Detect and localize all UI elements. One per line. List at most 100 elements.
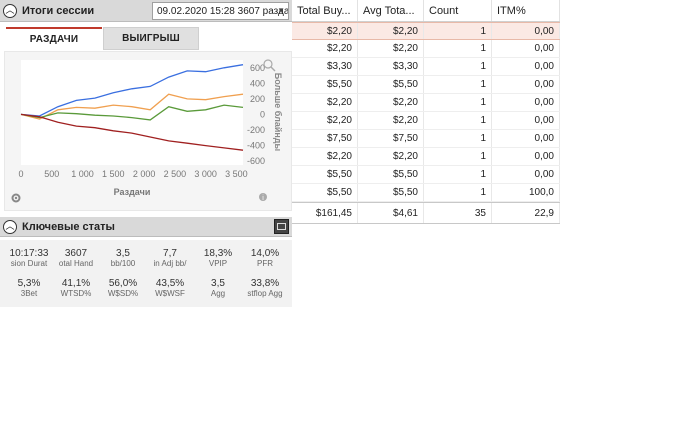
- graph-area: 0 500 1 000 1 500 2 000 2 500 3 000 3 500 600 40…: [4, 51, 292, 211]
- tab-bar: РАЗДАЧИ ВЫИГРЫШ: [0, 22, 292, 50]
- table-cell: 0,00: [492, 130, 560, 147]
- total-buyin-sum: $161,45: [292, 203, 358, 223]
- stat-value: 41,1%: [61, 278, 91, 289]
- stat-label: W$WSF: [155, 289, 185, 298]
- table-cell: 1: [424, 23, 492, 39]
- gear-icon[interactable]: [11, 193, 21, 203]
- table-cell: 0,00: [492, 58, 560, 75]
- table-cell: 1: [424, 184, 492, 201]
- stat-value: 56,0%: [108, 278, 138, 289]
- table-row[interactable]: $7,50 $7,50 1 0,00: [292, 130, 560, 148]
- stat-value: 43,5%: [155, 278, 185, 289]
- stat-label: otal Hand: [58, 259, 94, 268]
- x-tick-label: 3 000: [194, 169, 217, 179]
- stat-value: 10:17:33: [9, 248, 49, 259]
- tab-winnings[interactable]: ВЫИГРЫШ: [103, 27, 199, 50]
- stat-value: 3,5: [211, 278, 225, 289]
- stat-total-hands: 3607 otal Hand: [51, 248, 101, 268]
- key-stats-grid: 10:17:33 sion Durat 3607 otal Hand 3,5 b…: [0, 240, 292, 307]
- session-panel: ︿ Итоги сессии 09.02.2020 15:28 3607 раз…: [0, 0, 292, 307]
- chevron-up-icon[interactable]: ︿: [3, 219, 17, 234]
- y-axis-label: Больше блайнды: [273, 73, 283, 152]
- table-row[interactable]: $2,20 $2,20 1 0,00: [292, 148, 560, 166]
- table-row[interactable]: $5,50 $5,50 1 100,0: [292, 184, 560, 202]
- table-cell: $5,50: [292, 184, 358, 201]
- itm-sum: 22,9: [492, 203, 560, 223]
- table-cell: $2,20: [358, 40, 424, 57]
- table-cell: $5,50: [358, 76, 424, 93]
- info-icon[interactable]: i: [259, 193, 267, 202]
- stat-value: 3,5: [116, 248, 130, 259]
- table-row[interactable]: $3,30 $3,30 1 0,00: [292, 58, 560, 76]
- session-dropdown-value: 09.02.2020 15:28 3607 раздач): [157, 5, 289, 17]
- stat-label: sion Durat: [10, 259, 48, 268]
- tab-hands[interactable]: РАЗДАЧИ: [6, 27, 102, 50]
- table-cell: 0,00: [492, 166, 560, 183]
- x-tick-label: 3 500: [225, 169, 248, 179]
- stat-value: 5,3%: [17, 278, 41, 289]
- session-header: ︿ Итоги сессии 09.02.2020 15:28 3607 раз…: [0, 0, 292, 22]
- column-header-total-buyin[interactable]: Total Buy...: [292, 0, 358, 21]
- table-cell: 1: [424, 130, 492, 147]
- stat-3bet: 5,3% 3Bet: [4, 278, 54, 298]
- avg-total-sum: $4,61: [358, 203, 424, 223]
- table-cell: 1: [424, 76, 492, 93]
- table-cell: $7,50: [292, 130, 358, 147]
- stat-label: WTSD%: [60, 289, 92, 298]
- y-tick-label: -200: [247, 125, 265, 135]
- table-cell: $2,20: [292, 112, 358, 129]
- table-body: $2,20 $2,20 1 0,00 $2,20 $2,20 1 0,00 $3,30 $3,30…: [292, 22, 560, 202]
- stat-value: 14,0%: [250, 248, 280, 259]
- plot-area: [21, 60, 243, 165]
- stat-label: W$SD%: [107, 289, 139, 298]
- table-row[interactable]: $2,20 $2,20 1 0,00: [292, 112, 560, 130]
- column-header-itm[interactable]: ITM%: [492, 0, 560, 21]
- series-line-1: [20, 93, 244, 120]
- tournament-table: Total Buy... Avg Tota... Count ITM% $2,2…: [292, 0, 560, 224]
- table-cell: 1: [424, 94, 492, 111]
- table-cell: $2,20: [292, 94, 358, 111]
- table-row[interactable]: $5,50 $5,50 1 0,00: [292, 166, 560, 184]
- chevron-up-icon[interactable]: ︿: [3, 3, 17, 18]
- y-tick-label: 0: [260, 109, 265, 119]
- column-header-count[interactable]: Count: [424, 0, 492, 21]
- stat-label: 3Bet: [20, 289, 38, 298]
- session-title: Итоги сессии: [22, 4, 95, 17]
- table-cell: $2,20: [358, 148, 424, 165]
- stat-label: VPIP: [208, 259, 228, 268]
- table-cell: $3,30: [358, 58, 424, 75]
- stat-value: 18,3%: [203, 248, 233, 259]
- table-row[interactable]: $2,20 $2,20 1 0,00: [292, 40, 560, 58]
- stat-label: PFR: [257, 259, 273, 268]
- y-tick-label: -600: [247, 156, 265, 166]
- stat-label: Agg: [210, 289, 226, 298]
- table-header: Total Buy... Avg Tota... Count ITM%: [292, 0, 560, 22]
- table-cell: $7,50: [358, 130, 424, 147]
- chevron-down-icon: ▼: [277, 6, 285, 15]
- stat-vpip: 18,3% VPIP: [193, 248, 243, 268]
- svg-text:i: i: [262, 195, 264, 202]
- table-totals-row: $161,45 $4,61 35 22,9: [292, 202, 560, 224]
- session-dropdown[interactable]: 09.02.2020 15:28 3607 раздач) ▼: [152, 2, 289, 20]
- zoom-icon[interactable]: [263, 59, 276, 72]
- table-cell: $3,30: [292, 58, 358, 75]
- stat-postflop-agg: 33,8% stflop Agg: [240, 278, 290, 298]
- table-cell: 0,00: [492, 94, 560, 111]
- table-row[interactable]: $5,50 $5,50 1 0,00: [292, 76, 560, 94]
- table-row[interactable]: $2,20 $2,20 1 0,00: [292, 22, 560, 40]
- x-tick-label: 2 000: [133, 169, 156, 179]
- stat-label: bb/100: [110, 259, 136, 268]
- hands-chart: 0 500 1 000 1 500 2 000 2 500 3 000 3 500 600 40…: [5, 52, 291, 210]
- stat-session-duration: 10:17:33 sion Durat: [4, 248, 54, 268]
- table-cell: $5,50: [358, 184, 424, 201]
- stat-label: stflop Agg: [247, 289, 283, 298]
- expand-icon[interactable]: [274, 219, 289, 234]
- table-cell: 0,00: [492, 148, 560, 165]
- table-row[interactable]: $2,20 $2,20 1 0,00: [292, 94, 560, 112]
- x-tick-label: 1 500: [102, 169, 125, 179]
- column-header-avg-total[interactable]: Avg Tota...: [358, 0, 424, 21]
- stat-pfr: 14,0% PFR: [240, 248, 290, 268]
- table-cell: $5,50: [292, 76, 358, 93]
- y-tick-label: -400: [247, 141, 265, 151]
- series-line-2: [20, 104, 244, 121]
